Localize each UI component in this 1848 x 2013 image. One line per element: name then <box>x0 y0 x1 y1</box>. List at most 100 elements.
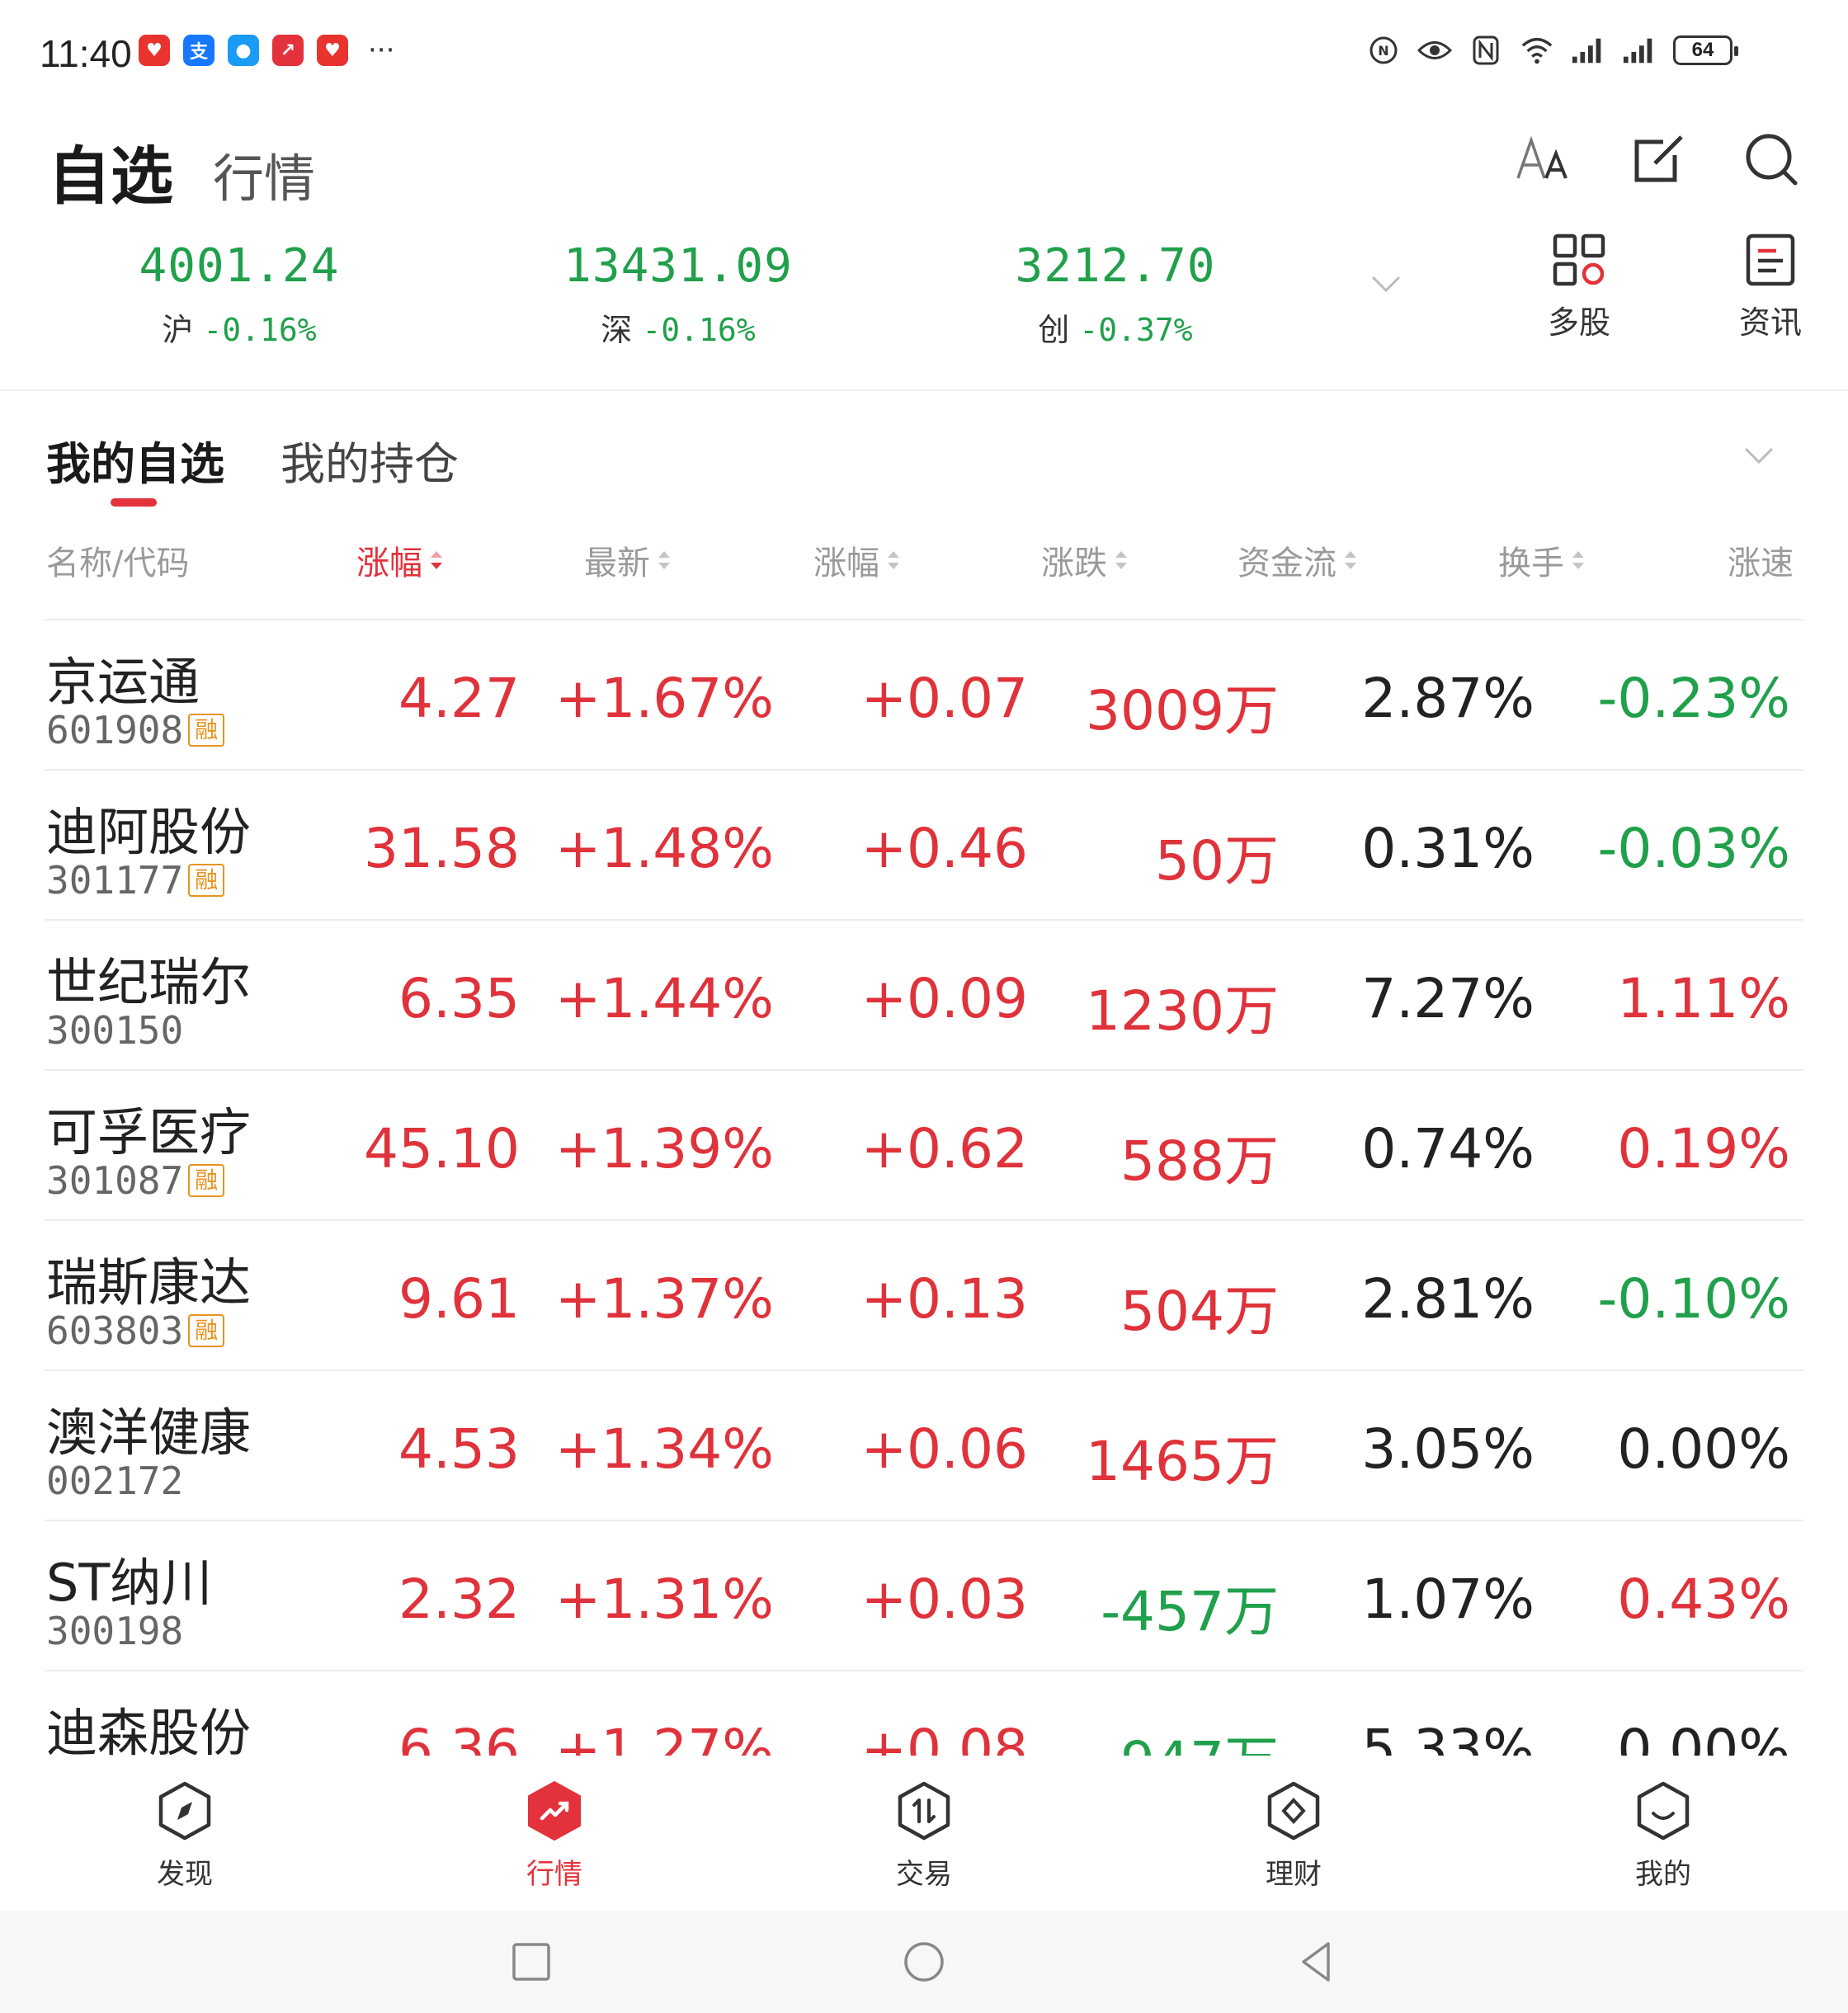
grid-icon <box>1553 233 1605 286</box>
sort-icon <box>1115 551 1127 569</box>
multi-stock-label: 多股 <box>1547 304 1610 341</box>
stock-row[interactable]: 瑞斯康达 603803 融 9.61 +1.37% +0.13 504万 2.81% -0.10… <box>0 1221 1848 1371</box>
status-time: 11:40 <box>40 32 132 75</box>
col-header-change-pct[interactable]: 涨幅 <box>813 536 901 584</box>
col-header-label: 名称/代码 <box>46 544 190 582</box>
font-size-icon[interactable] <box>1515 130 1572 188</box>
stock-code: 603803 <box>46 1308 184 1353</box>
chevron-down-icon[interactable] <box>1368 266 1404 302</box>
col-header-turnover[interactable]: 换手 <box>1498 536 1586 584</box>
stock-row[interactable]: ST纳川 300198 2.32 +1.31% +0.03 -457万 1.07% 0.43% <box>0 1521 1848 1671</box>
stock-turnover: 3.05% <box>1361 1417 1534 1481</box>
stock-turnover: 2.87% <box>1361 667 1534 730</box>
col-header-latest[interactable]: 最新 <box>584 536 672 584</box>
stock-code: 601908 <box>46 708 184 752</box>
index-name: 沪 <box>162 312 194 348</box>
home-icon[interactable] <box>899 1937 949 1987</box>
nav-discover[interactable]: 发现 <box>102 1779 267 1892</box>
stock-row[interactable]: 可孚医疗 301087 融 45.10 +1.39% +0.62 588万 0.74% 0.19… <box>0 1071 1848 1221</box>
stock-fund-flow: -947万 <box>1101 1718 1279 1756</box>
margin-badge: 融 <box>188 1164 225 1197</box>
nav-wealth[interactable]: 理财 <box>1211 1779 1376 1892</box>
stock-fund-flow: 588万 <box>1120 1129 1279 1193</box>
col-header-speed[interactable]: 涨速 <box>1728 536 1794 584</box>
multi-stock-button[interactable]: 多股 <box>1521 233 1637 342</box>
stock-name: 可孚医疗 <box>46 1102 252 1162</box>
stock-change: +0.06 <box>860 1417 1028 1481</box>
stock-code-wrap: 601908 融 <box>46 708 225 752</box>
stock-change-pct: +1.48% <box>555 817 774 880</box>
index-chinext[interactable]: 3212.70 创 -0.37% <box>967 239 1264 350</box>
stock-name: 迪阿股份 <box>46 802 252 862</box>
search-icon[interactable] <box>1742 130 1800 188</box>
stock-turnover: 5.33% <box>1361 1718 1534 1756</box>
stock-name: 世纪瑞尔 <box>46 952 252 1012</box>
stock-speed: 0.00% <box>1617 1718 1790 1756</box>
index-change: -0.16% <box>203 312 317 348</box>
stock-change: +0.08 <box>860 1718 1028 1756</box>
stock-row[interactable]: 京运通 601908 融 4.27 +1.67% +0.07 3009万 2.87% -0.23… <box>0 620 1848 771</box>
wifi-icon <box>1520 33 1554 68</box>
news-label: 资讯 <box>1738 304 1802 341</box>
stock-turnover: 1.07% <box>1361 1568 1534 1631</box>
signal-icon-2 <box>1622 33 1657 68</box>
edit-icon[interactable] <box>1630 130 1688 188</box>
col-header-fund-flow[interactable]: 资金流 <box>1238 536 1358 584</box>
stock-row[interactable]: 世纪瑞尔 300150 6.35 +1.44% +0.09 1230万 7.27% 1.11% <box>0 921 1848 1071</box>
stock-app-icon: ↗ <box>272 35 304 66</box>
sort-icon <box>431 551 442 569</box>
sort-icon <box>1572 551 1584 569</box>
sort-icon <box>1345 551 1356 569</box>
wealth-icon <box>1267 1781 1320 1841</box>
col-header-price[interactable]: 涨幅 <box>356 536 444 584</box>
stock-change: +0.03 <box>860 1568 1028 1631</box>
trade-icon <box>898 1781 950 1841</box>
status-bar: 11:40 ♥ 支 ● ↗ ♥ ··· N 64 <box>0 0 1848 107</box>
stock-fund-flow: 50万 <box>1155 829 1279 893</box>
profile-icon <box>1637 1781 1690 1841</box>
stock-name: 迪森股份 <box>46 1703 252 1756</box>
news-button[interactable]: 资讯 <box>1713 233 1828 342</box>
stock-row[interactable]: 澳洋健康 002172 4.53 +1.34% +0.06 1465万 3.05% 0.00% <box>0 1371 1848 1521</box>
stock-price: 45.10 <box>364 1117 520 1181</box>
stock-row[interactable]: 迪森股份 6.36 +1.27% +0.08 -947万 5.33% 0.00% <box>0 1671 1848 1756</box>
tab-market[interactable]: 行情 <box>213 148 316 209</box>
bottom-nav: 发现 行情 交易 理财 我的 <box>0 1757 1848 1911</box>
svg-text:N: N <box>1378 43 1388 59</box>
stock-code-wrap: 002172 <box>46 1459 183 1503</box>
nav-market[interactable]: 行情 <box>472 1779 637 1892</box>
stock-price: 31.58 <box>364 817 520 880</box>
back-icon[interactable] <box>1292 1937 1341 1987</box>
row-divider <box>45 769 1803 771</box>
recent-apps-icon[interactable] <box>507 1937 556 1987</box>
tab-my-holdings[interactable]: 我的持仓 <box>280 438 459 490</box>
col-header-change[interactable]: 涨跌 <box>1041 536 1129 584</box>
stock-change-pct: +1.67% <box>555 667 774 730</box>
stock-fund-flow: 504万 <box>1120 1280 1279 1343</box>
stock-change-pct: +1.39% <box>555 1117 774 1181</box>
stock-speed: 0.43% <box>1617 1568 1790 1631</box>
status-indicators: N 64 <box>1366 33 1738 68</box>
index-shenzhen[interactable]: 13431.09 深 -0.16% <box>530 239 827 350</box>
chevron-down-icon[interactable] <box>1741 437 1777 474</box>
index-value: 4001.24 <box>139 239 340 293</box>
nav-trade[interactable]: 交易 <box>842 1779 1006 1892</box>
margin-badge: 融 <box>188 714 225 747</box>
stock-row[interactable]: 迪阿股份 301177 融 31.58 +1.48% +0.46 50万 0.31% -0.03… <box>0 771 1848 921</box>
index-shanghai[interactable]: 4001.24 沪 -0.16% <box>91 239 388 350</box>
tab-watchlist[interactable]: 自选 <box>48 139 173 213</box>
tab-my-watchlist[interactable]: 我的自选 <box>46 438 224 490</box>
margin-badge: 融 <box>188 1314 225 1347</box>
alipay-icon: 支 <box>183 35 214 66</box>
market-icon <box>528 1781 581 1841</box>
stock-fund-flow: -457万 <box>1101 1580 1279 1643</box>
nav-label: 交易 <box>896 1858 952 1891</box>
row-divider <box>45 1069 1803 1071</box>
index-change: -0.16% <box>642 312 756 348</box>
stock-fund-flow: 1230万 <box>1086 979 1279 1043</box>
row-divider <box>45 919 1803 921</box>
sort-icon <box>888 551 899 569</box>
stock-change: +0.46 <box>860 817 1028 880</box>
stock-change-pct: +1.37% <box>555 1267 774 1331</box>
nav-profile[interactable]: 我的 <box>1581 1779 1746 1892</box>
